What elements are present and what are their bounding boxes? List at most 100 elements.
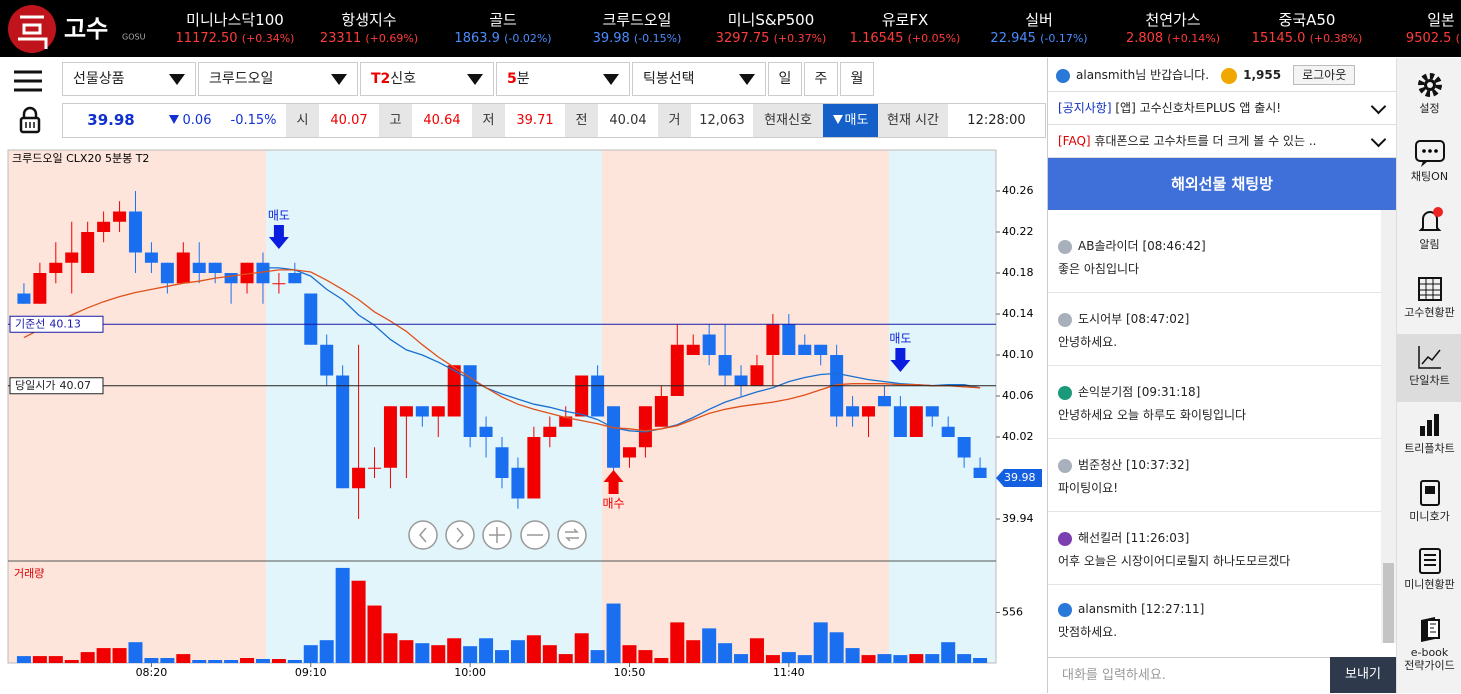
select[interactable]: T2신호	[360, 62, 494, 96]
candle-body	[447, 365, 461, 417]
candle-body	[383, 406, 397, 468]
sidebar-icon	[1414, 140, 1445, 167]
volume-bar	[335, 567, 350, 663]
ticker-name: 크루드오일	[602, 11, 672, 29]
logo: 고수 GOSU	[8, 5, 146, 53]
reference-label-part: 40.13	[49, 317, 81, 330]
volume-bar	[144, 658, 159, 663]
volume-bar	[16, 656, 31, 663]
prev-button[interactable]	[408, 520, 438, 550]
ticker-quote: 2.808 (+0.14%)	[1106, 31, 1240, 46]
sidebar-item[interactable]: 미니현황판	[1397, 538, 1461, 606]
scrollbar	[1381, 210, 1396, 643]
chart-title: 크루드오일 CLX20 5분봉 T2	[12, 151, 149, 165]
select[interactable]: 선물상품	[62, 62, 196, 96]
candle-body	[559, 416, 573, 427]
volume-bar	[240, 658, 255, 663]
x-tick-label: 10:00	[454, 666, 486, 679]
reset-button[interactable]	[557, 520, 587, 550]
candle-body	[877, 396, 891, 407]
notice[interactable]: [FAQ] 휴대폰으로 고수차트를 더 크게 볼 수 있는 ..	[1048, 125, 1396, 158]
quote-row: 39.98 0.06 -0.15% 시 40.07 고 40.64 저 39.71 전 40.04 거…	[62, 103, 1046, 138]
notice[interactable]: [공지사항] [앱] 고수신호차트PLUS 앱 출시!	[1048, 92, 1396, 125]
ticker[interactable]: 중국A50 15145.0 (+0.38%)	[1240, 0, 1374, 57]
field-value: 40.64	[423, 113, 461, 128]
signal-text: 매도	[844, 113, 869, 128]
ticker[interactable]: 크루드오일 39.98 (-0.15%)	[570, 0, 704, 57]
ticker-price: 1.16545	[849, 31, 904, 46]
candle-body	[622, 447, 636, 458]
select[interactable]: 크루드오일	[198, 62, 358, 96]
volume-bar	[957, 654, 972, 663]
sidebar-item[interactable]: 채팅ON	[1397, 130, 1461, 198]
ticker[interactable]: 유로FX 1.16545 (+0.05%)	[838, 0, 972, 57]
candle-body	[304, 293, 318, 345]
ticker[interactable]: 천연가스 2.808 (+0.14%)	[1106, 0, 1240, 57]
sidebar-icon	[1417, 277, 1442, 301]
volume-bar	[319, 640, 334, 663]
quote-change-pct: -0.15%	[230, 113, 277, 128]
volume-bar	[574, 633, 589, 663]
select[interactable]: 5분	[496, 62, 630, 96]
volume-bar	[399, 640, 414, 663]
candle-body	[431, 406, 445, 417]
ticker[interactable]: 항생지수 23311 (+0.69%)	[302, 0, 436, 57]
next-button[interactable]	[445, 520, 475, 550]
send-button[interactable]: 보내기	[1330, 657, 1396, 693]
sidebar-item[interactable]: 단일차트	[1397, 334, 1461, 402]
lock-button[interactable]	[18, 106, 42, 134]
volume-bar	[638, 650, 653, 663]
message-badge	[1058, 458, 1072, 473]
sidebar-item[interactable]: e-book 전략가이드	[1397, 606, 1461, 674]
ticker[interactable]: 미니S&P500 3297.75 (+0.37%)	[704, 0, 838, 57]
candle-body	[17, 293, 31, 304]
volume-bar	[96, 648, 111, 663]
volume-bar	[224, 660, 239, 663]
volume-bar	[128, 642, 143, 663]
volume-bar	[255, 659, 270, 663]
reference-label-part: 기준선	[15, 317, 45, 330]
sidebar-label: 고수현황판	[1404, 306, 1455, 319]
candle-body	[240, 262, 254, 284]
sidebar-item[interactable]: 설정	[1397, 62, 1461, 130]
ticker-name: 중국A50	[1278, 11, 1336, 29]
message-time: [08:47:02]	[1126, 312, 1190, 326]
candle-body	[686, 344, 700, 355]
menu-button[interactable]	[14, 70, 44, 92]
message-text: 어후 오늘은 시장이어디로튈지 하나도모르겠다	[1058, 554, 1291, 568]
chat-message: 범준청산 [10:37:32] 파이팅이요!	[1058, 456, 1378, 496]
candle-body	[750, 365, 764, 386]
volume-bar	[208, 660, 223, 663]
candle-body	[957, 437, 971, 458]
candle-body	[415, 406, 429, 417]
period-button[interactable]: 일	[768, 62, 802, 96]
volume-bar	[909, 654, 924, 663]
sidebar-item[interactable]: 알림	[1397, 198, 1461, 266]
ticker[interactable]: 실버 22.945 (-0.17%)	[972, 0, 1106, 57]
sidebar-item[interactable]: 고수현황판	[1397, 266, 1461, 334]
signal-value: 매도	[823, 104, 878, 137]
candle-body	[49, 262, 63, 273]
ticker[interactable]: 미니나스닥100 11172.50 (+0.34%)	[168, 0, 302, 57]
chat-input[interactable]: 대화를 입력하세요.	[1048, 657, 1330, 693]
sidebar-item[interactable]: 트리플차트	[1397, 402, 1461, 470]
ticker-change: (+0.37%)	[773, 32, 827, 45]
signal-arrow	[268, 225, 289, 249]
period-button[interactable]: 월	[840, 62, 874, 96]
points: 1,955	[1243, 68, 1282, 82]
ticker[interactable]: 일본 9502.5 (+0	[1374, 0, 1461, 57]
sidebar-label: 트리플차트	[1404, 442, 1455, 455]
candle-body	[511, 467, 525, 499]
volume-bar	[893, 655, 908, 663]
ticker[interactable]: 골드 1863.9 (-0.02%)	[436, 0, 570, 57]
period-button[interactable]: 주	[804, 62, 838, 96]
ticker-quote: 1.16545 (+0.05%)	[838, 31, 972, 46]
volume-bar	[829, 632, 844, 663]
chat-message: alansmith [12:27:11] 맛점하세요.	[1058, 602, 1378, 640]
logout-button[interactable]: 로그아웃	[1293, 65, 1356, 85]
ticker-change: (+0.38%)	[1309, 32, 1363, 45]
message-divider	[1048, 292, 1381, 293]
ticker-change: (-0.15%)	[633, 32, 682, 45]
sidebar-item[interactable]: 미니호가	[1397, 470, 1461, 538]
select[interactable]: 틱봉선택	[632, 62, 766, 96]
